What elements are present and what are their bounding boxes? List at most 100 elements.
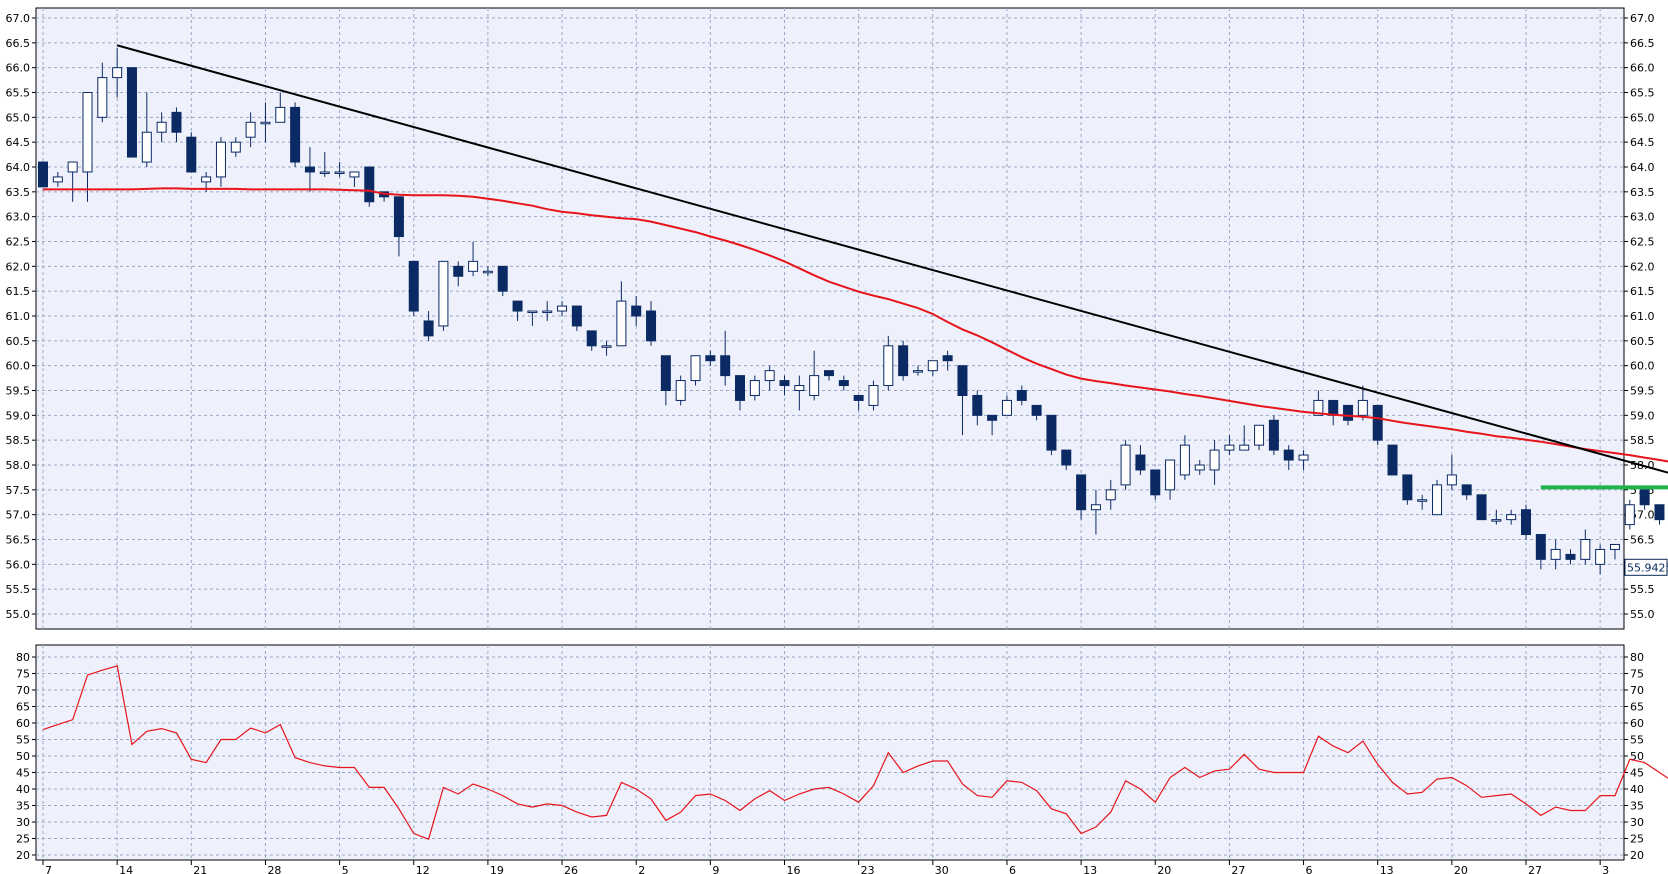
- price-tick-label-right: 61.0: [1630, 310, 1655, 323]
- oscillator-tick-label-left: 65: [16, 701, 30, 714]
- candle: [690, 355, 701, 386]
- oscillator-tick-label-left: 40: [16, 783, 30, 796]
- candle: [141, 92, 152, 167]
- candle: [1535, 534, 1546, 570]
- candle-body-down: [853, 394, 864, 401]
- candle-body-down: [838, 380, 849, 387]
- price-tick-label-left: 63.0: [6, 211, 31, 224]
- price-tick-label-right: 64.0: [1630, 161, 1655, 174]
- date-tick-label: 26: [564, 864, 578, 874]
- candle: [82, 92, 93, 202]
- candle: [1090, 489, 1101, 535]
- candle-body-up: [97, 77, 108, 118]
- candle: [1165, 459, 1176, 500]
- price-tick-label-right: 59.5: [1630, 385, 1655, 398]
- candle-body-up: [1120, 444, 1131, 486]
- candle: [230, 137, 241, 158]
- candle-body-up: [1179, 444, 1190, 476]
- candle-body-down: [497, 265, 508, 292]
- price-tick-label-right: 55.5: [1630, 583, 1655, 596]
- oscillator-tick-label-right: 65: [1630, 701, 1644, 714]
- candle: [1550, 539, 1561, 570]
- candle: [245, 112, 256, 148]
- candle: [764, 365, 775, 391]
- candle: [97, 62, 108, 123]
- price-tick-label-left: 60.5: [6, 335, 31, 348]
- price-tick-label-right: 63.5: [1630, 186, 1655, 199]
- oscillator-tick-label-right: 70: [1630, 684, 1644, 697]
- date-tick-label: 3: [1602, 864, 1609, 874]
- price-tick-label-left: 62.5: [6, 236, 31, 249]
- candle: [853, 394, 864, 411]
- candle: [1076, 474, 1087, 520]
- candle: [1254, 424, 1265, 451]
- candle: [527, 310, 538, 326]
- candle-body-down: [586, 330, 597, 347]
- date-tick-label: 19: [490, 864, 504, 874]
- candle-body-up: [557, 305, 568, 312]
- candle-body-down: [1476, 494, 1487, 521]
- oscillator-plot-area: [35, 644, 1625, 861]
- candle-body-up: [616, 300, 627, 347]
- candle: [883, 335, 894, 391]
- candle: [972, 390, 983, 426]
- oscillator-tick-label-right: 45: [1630, 767, 1644, 780]
- candle-body-up: [230, 141, 241, 153]
- candle: [1624, 499, 1635, 530]
- date-tick-label: 28: [267, 864, 281, 874]
- candle: [1061, 449, 1072, 470]
- candle-body-up: [1580, 539, 1591, 560]
- price-tick-label-left: 61.5: [6, 285, 31, 298]
- candle-body-up: [690, 355, 701, 382]
- candle: [705, 350, 716, 366]
- candle: [1016, 385, 1027, 406]
- price-panel[interactable]: 55.055.055.555.556.056.056.556.557.057.0…: [6, 7, 1668, 630]
- candle: [1179, 435, 1190, 480]
- candle-body-up: [1001, 399, 1012, 416]
- candle-body-up: [319, 171, 330, 174]
- candle: [1357, 385, 1368, 421]
- price-plot-area: [35, 7, 1625, 630]
- candle: [675, 375, 686, 406]
- candle: [364, 166, 375, 207]
- candle: [512, 300, 523, 321]
- date-tick-label: 23: [861, 864, 875, 874]
- candle-body-up: [112, 67, 123, 79]
- candle-body-down: [660, 355, 671, 392]
- oscillator-tick-label-left: 55: [16, 734, 30, 747]
- price-tick-label-right: 59.0: [1630, 409, 1655, 422]
- oscillator-tick-label-right: 80: [1630, 651, 1644, 664]
- price-tick-label-right: 66.0: [1630, 62, 1655, 75]
- candle-body-up: [542, 310, 553, 314]
- candle-body-up: [156, 121, 167, 133]
- candle: [809, 350, 820, 401]
- candle: [468, 241, 479, 277]
- moving-average-line: [43, 187, 1668, 463]
- candle-body-up: [141, 131, 152, 163]
- candle-body-up: [1313, 399, 1324, 416]
- date-tick-label: 20: [1454, 864, 1468, 874]
- oscillator-tick-label-right: 30: [1630, 816, 1644, 829]
- oscillator-tick-label-left: 30: [16, 816, 30, 829]
- price-tick-label-right: 56.5: [1630, 534, 1655, 547]
- price-tick-label-left: 64.5: [6, 136, 31, 149]
- candle-body-down: [1135, 454, 1146, 471]
- candle: [275, 92, 286, 123]
- candle-body-down: [972, 394, 983, 416]
- candle-body-down: [1521, 509, 1531, 536]
- candle-body-down: [1268, 419, 1279, 451]
- candle-body-up: [1090, 504, 1101, 511]
- candle: [393, 196, 404, 257]
- candle: [1521, 504, 1531, 540]
- candle: [38, 161, 48, 188]
- price-tick-label-left: 64.0: [6, 161, 31, 174]
- candle-body-down: [171, 111, 182, 133]
- oscillator-tick-label-right: 35: [1630, 800, 1644, 813]
- candle-body-up: [1595, 548, 1606, 565]
- candle: [171, 107, 182, 143]
- candle-body-up: [1105, 489, 1116, 501]
- candle: [215, 137, 226, 187]
- candle-body-up: [482, 270, 493, 274]
- date-tick-label: 21: [193, 864, 207, 874]
